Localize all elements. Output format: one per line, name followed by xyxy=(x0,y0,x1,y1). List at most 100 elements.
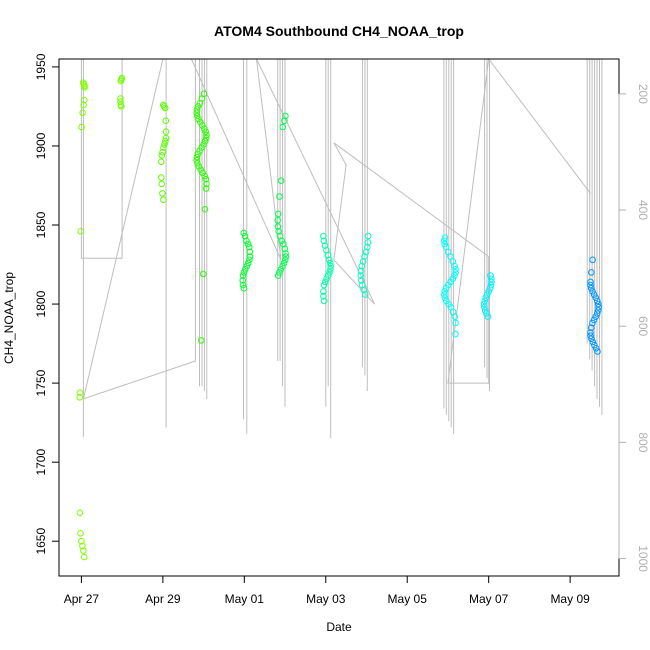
data-point xyxy=(79,542,86,550)
data-point xyxy=(241,232,249,240)
data-point xyxy=(160,144,167,151)
data-point xyxy=(589,256,596,264)
data-point xyxy=(161,104,169,112)
data-point xyxy=(78,537,85,545)
data-point xyxy=(76,389,84,396)
data-point xyxy=(594,307,602,314)
data-point xyxy=(327,262,334,270)
data-point xyxy=(364,239,372,246)
data-point xyxy=(202,175,210,183)
data-point xyxy=(246,248,254,256)
data-point xyxy=(320,288,327,295)
data-point xyxy=(193,106,201,113)
data-point xyxy=(320,237,328,245)
data-point xyxy=(589,288,596,295)
data-point xyxy=(323,275,330,283)
data-point xyxy=(197,337,205,344)
data-point xyxy=(202,185,210,192)
data-point xyxy=(485,288,493,295)
x-tick-label: May 03 xyxy=(306,592,346,606)
data-point xyxy=(193,153,201,161)
data-point xyxy=(240,269,248,276)
data-point xyxy=(193,112,201,120)
data-point xyxy=(117,95,124,102)
data-point xyxy=(452,266,459,273)
x-tick-label: May 09 xyxy=(550,592,590,606)
data-point xyxy=(589,338,597,346)
y2-axis: 200 400 600 800 1000 xyxy=(618,84,650,572)
data-point xyxy=(486,285,494,292)
data-point xyxy=(162,137,169,145)
data-point xyxy=(80,547,87,555)
data-point xyxy=(441,294,449,302)
data-point xyxy=(595,303,602,311)
data-point xyxy=(193,156,200,164)
data-point xyxy=(281,245,289,252)
data-point xyxy=(159,190,166,197)
data-point xyxy=(483,310,490,317)
data-point xyxy=(158,152,166,159)
flight-track xyxy=(80,57,591,400)
data-point xyxy=(587,332,594,340)
data-point xyxy=(451,262,458,270)
data-point xyxy=(452,269,459,276)
data-point xyxy=(594,297,601,305)
data-point xyxy=(587,278,594,286)
y-tick-label: 1650 xyxy=(34,528,48,555)
data-point xyxy=(592,345,600,352)
data-points xyxy=(76,74,602,561)
data-point xyxy=(117,77,125,85)
y-tick-label: 1850 xyxy=(34,211,48,238)
data-point xyxy=(240,285,248,292)
y2-tick-label: 1000 xyxy=(636,545,650,572)
data-point xyxy=(78,123,85,131)
data-point xyxy=(320,281,328,289)
data-point xyxy=(276,193,283,200)
data-point xyxy=(320,292,327,300)
data-point xyxy=(280,240,287,248)
data-point xyxy=(488,278,495,286)
data-point xyxy=(239,277,246,284)
data-point xyxy=(118,103,125,110)
data-point xyxy=(364,232,372,240)
data-point xyxy=(160,196,167,203)
data-point xyxy=(488,275,495,283)
data-point xyxy=(158,158,165,166)
data-point xyxy=(243,262,251,270)
data-point xyxy=(359,258,367,265)
data-point xyxy=(160,103,168,110)
data-point xyxy=(240,229,247,237)
data-point xyxy=(282,256,289,264)
data-point xyxy=(451,313,459,321)
data-point xyxy=(357,267,365,275)
data-point xyxy=(159,149,166,156)
data-point xyxy=(81,96,88,104)
data-point xyxy=(480,300,488,308)
data-point xyxy=(77,530,84,537)
data-point xyxy=(274,223,282,230)
profile-lines xyxy=(82,59,603,439)
data-point xyxy=(321,278,329,286)
data-point xyxy=(276,269,283,276)
data-point xyxy=(79,109,86,117)
y2-tick-label: 800 xyxy=(636,432,650,452)
data-point xyxy=(242,266,249,273)
data-point xyxy=(194,150,202,158)
data-point xyxy=(277,266,285,273)
data-point xyxy=(277,177,285,184)
data-point xyxy=(245,243,253,251)
data-point xyxy=(587,285,595,292)
data-point xyxy=(281,117,288,124)
data-point xyxy=(280,259,288,267)
data-point xyxy=(321,242,329,249)
data-point xyxy=(587,329,594,336)
data-point xyxy=(162,128,170,135)
data-point xyxy=(193,109,200,117)
data-point xyxy=(441,234,449,241)
x-tick-label: May 07 xyxy=(469,592,509,606)
data-point xyxy=(482,294,490,302)
data-point xyxy=(282,253,290,260)
data-point xyxy=(364,243,371,251)
data-point xyxy=(199,122,206,129)
